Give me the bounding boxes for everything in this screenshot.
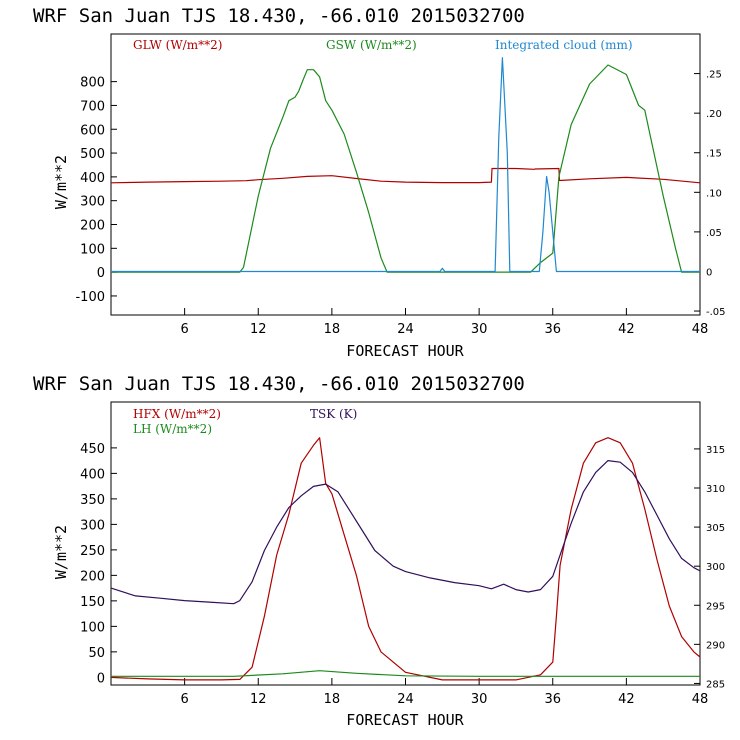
y2-tick-label: 300 <box>706 562 725 573</box>
y2-tick-label: .10 <box>706 188 722 199</box>
x-tick-label: 18 <box>324 322 341 337</box>
chart-1-ylabel: W/m**2 <box>52 155 70 209</box>
y-tick-label: 0 <box>97 671 105 686</box>
x-tick-label: 30 <box>471 322 488 337</box>
x-tick-label: 42 <box>618 692 635 707</box>
y-tick-label: 450 <box>80 442 105 457</box>
chart-2-xlabel: FORECAST HOUR <box>346 711 464 729</box>
series-line-integrated <box>111 57 700 273</box>
y2-tick-label: .20 <box>706 109 722 120</box>
y-tick-label: 500 <box>80 147 105 162</box>
y2-tick-label: 315 <box>706 445 725 456</box>
y2-tick-label: .25 <box>706 70 722 81</box>
x-tick-label: 36 <box>544 322 561 337</box>
y-tick-label: 400 <box>80 467 105 482</box>
y-tick-label: 250 <box>80 544 105 559</box>
x-tick-label: 36 <box>544 692 561 707</box>
y-tick-label: 50 <box>88 646 105 661</box>
chart-2-ylabel: W/m**2 <box>52 525 70 579</box>
chart-2-legend-tsk: TSK (K) <box>310 407 357 421</box>
series-line-glw <box>110 167 701 184</box>
x-tick-label: 24 <box>397 692 414 707</box>
y2-tick-label: .15 <box>706 149 722 160</box>
y-tick-label: -100 <box>75 290 105 305</box>
series-line-gsw <box>111 64 700 273</box>
y2-tick-label: 310 <box>706 484 725 495</box>
chart-2-bottom-ticks: 6 12 18 24 30 36 42 48 <box>180 678 708 707</box>
y2-tick-label: 0 <box>706 267 712 278</box>
chart-2: WRF San Juan TJS 18.430, -66.010 2015032… <box>33 373 725 729</box>
chart-1-legend-glw: GLW (W/m**2) <box>133 38 222 52</box>
chart-1-legend-gsw: GSW (W/m**2) <box>326 38 417 52</box>
x-tick-label: 18 <box>324 692 341 707</box>
chart-1-bottom-ticks: 6 12 18 24 30 36 42 48 <box>180 308 708 337</box>
y2-tick-label: -.05 <box>706 307 726 318</box>
chart-1-right-ticks: -.05 0 .05 .10 .15 .20 .25 <box>694 70 726 318</box>
chart-1-plot-frame <box>110 33 701 316</box>
x-tick-label: 6 <box>180 692 188 707</box>
chart-2-series <box>110 437 701 681</box>
y-tick-label: 350 <box>80 493 105 508</box>
x-tick-label: 48 <box>692 692 709 707</box>
chart-2-title: WRF San Juan TJS 18.430, -66.010 2015032… <box>33 373 525 395</box>
y-tick-label: 0 <box>97 266 105 281</box>
chart-1-legend-cloud: Integrated cloud (mm) <box>495 38 633 52</box>
chart-1: WRF San Juan TJS 18.430, -66.010 2015032… <box>33 5 726 360</box>
y-tick-label: 300 <box>80 518 105 533</box>
chart-2-legend-hfx: HFX (W/m**2) <box>133 407 221 421</box>
chart-1-left-ticks: -100 0 100 200 300 400 500 600 700 800 <box>75 76 117 305</box>
y2-tick-label: 305 <box>706 523 725 534</box>
y-tick-label: 600 <box>80 123 105 138</box>
series-line-lh <box>111 670 700 677</box>
chart-1-title: WRF San Juan TJS 18.430, -66.010 2015032… <box>33 5 525 27</box>
y-tick-label: 800 <box>80 76 105 91</box>
x-tick-label: 12 <box>250 692 267 707</box>
chart-2-legend-lh: LH (W/m**2) <box>133 422 212 436</box>
y-tick-label: 200 <box>80 219 105 234</box>
x-tick-label: 6 <box>180 322 188 337</box>
y-tick-label: 700 <box>80 99 105 114</box>
y2-tick-label: .05 <box>706 228 722 239</box>
series-line-hfx <box>110 437 701 681</box>
y2-tick-label: 285 <box>706 679 725 690</box>
y-tick-label: 200 <box>80 569 105 584</box>
y2-tick-label: 295 <box>706 601 725 612</box>
x-tick-label: 12 <box>250 322 267 337</box>
y-tick-label: 100 <box>80 242 105 257</box>
x-tick-label: 42 <box>618 322 635 337</box>
y-tick-label: 150 <box>80 595 105 610</box>
x-tick-label: 30 <box>471 692 488 707</box>
chart-1-series <box>110 57 701 273</box>
chart-2-plot-frame <box>110 401 701 686</box>
chart-1-xlabel: FORECAST HOUR <box>346 342 464 360</box>
chart-2-right-ticks: 285 290 295 300 305 310 315 <box>694 445 725 690</box>
x-tick-label: 48 <box>692 322 709 337</box>
y2-tick-label: 290 <box>706 640 725 651</box>
series-line-tsk <box>110 460 701 605</box>
y-tick-label: 300 <box>80 195 105 210</box>
chart-2-left-ticks: 0 50 100 150 200 250 300 350 400 450 <box>80 442 117 686</box>
y-tick-label: 100 <box>80 620 105 635</box>
y-tick-label: 400 <box>80 171 105 186</box>
x-tick-label: 24 <box>397 322 414 337</box>
